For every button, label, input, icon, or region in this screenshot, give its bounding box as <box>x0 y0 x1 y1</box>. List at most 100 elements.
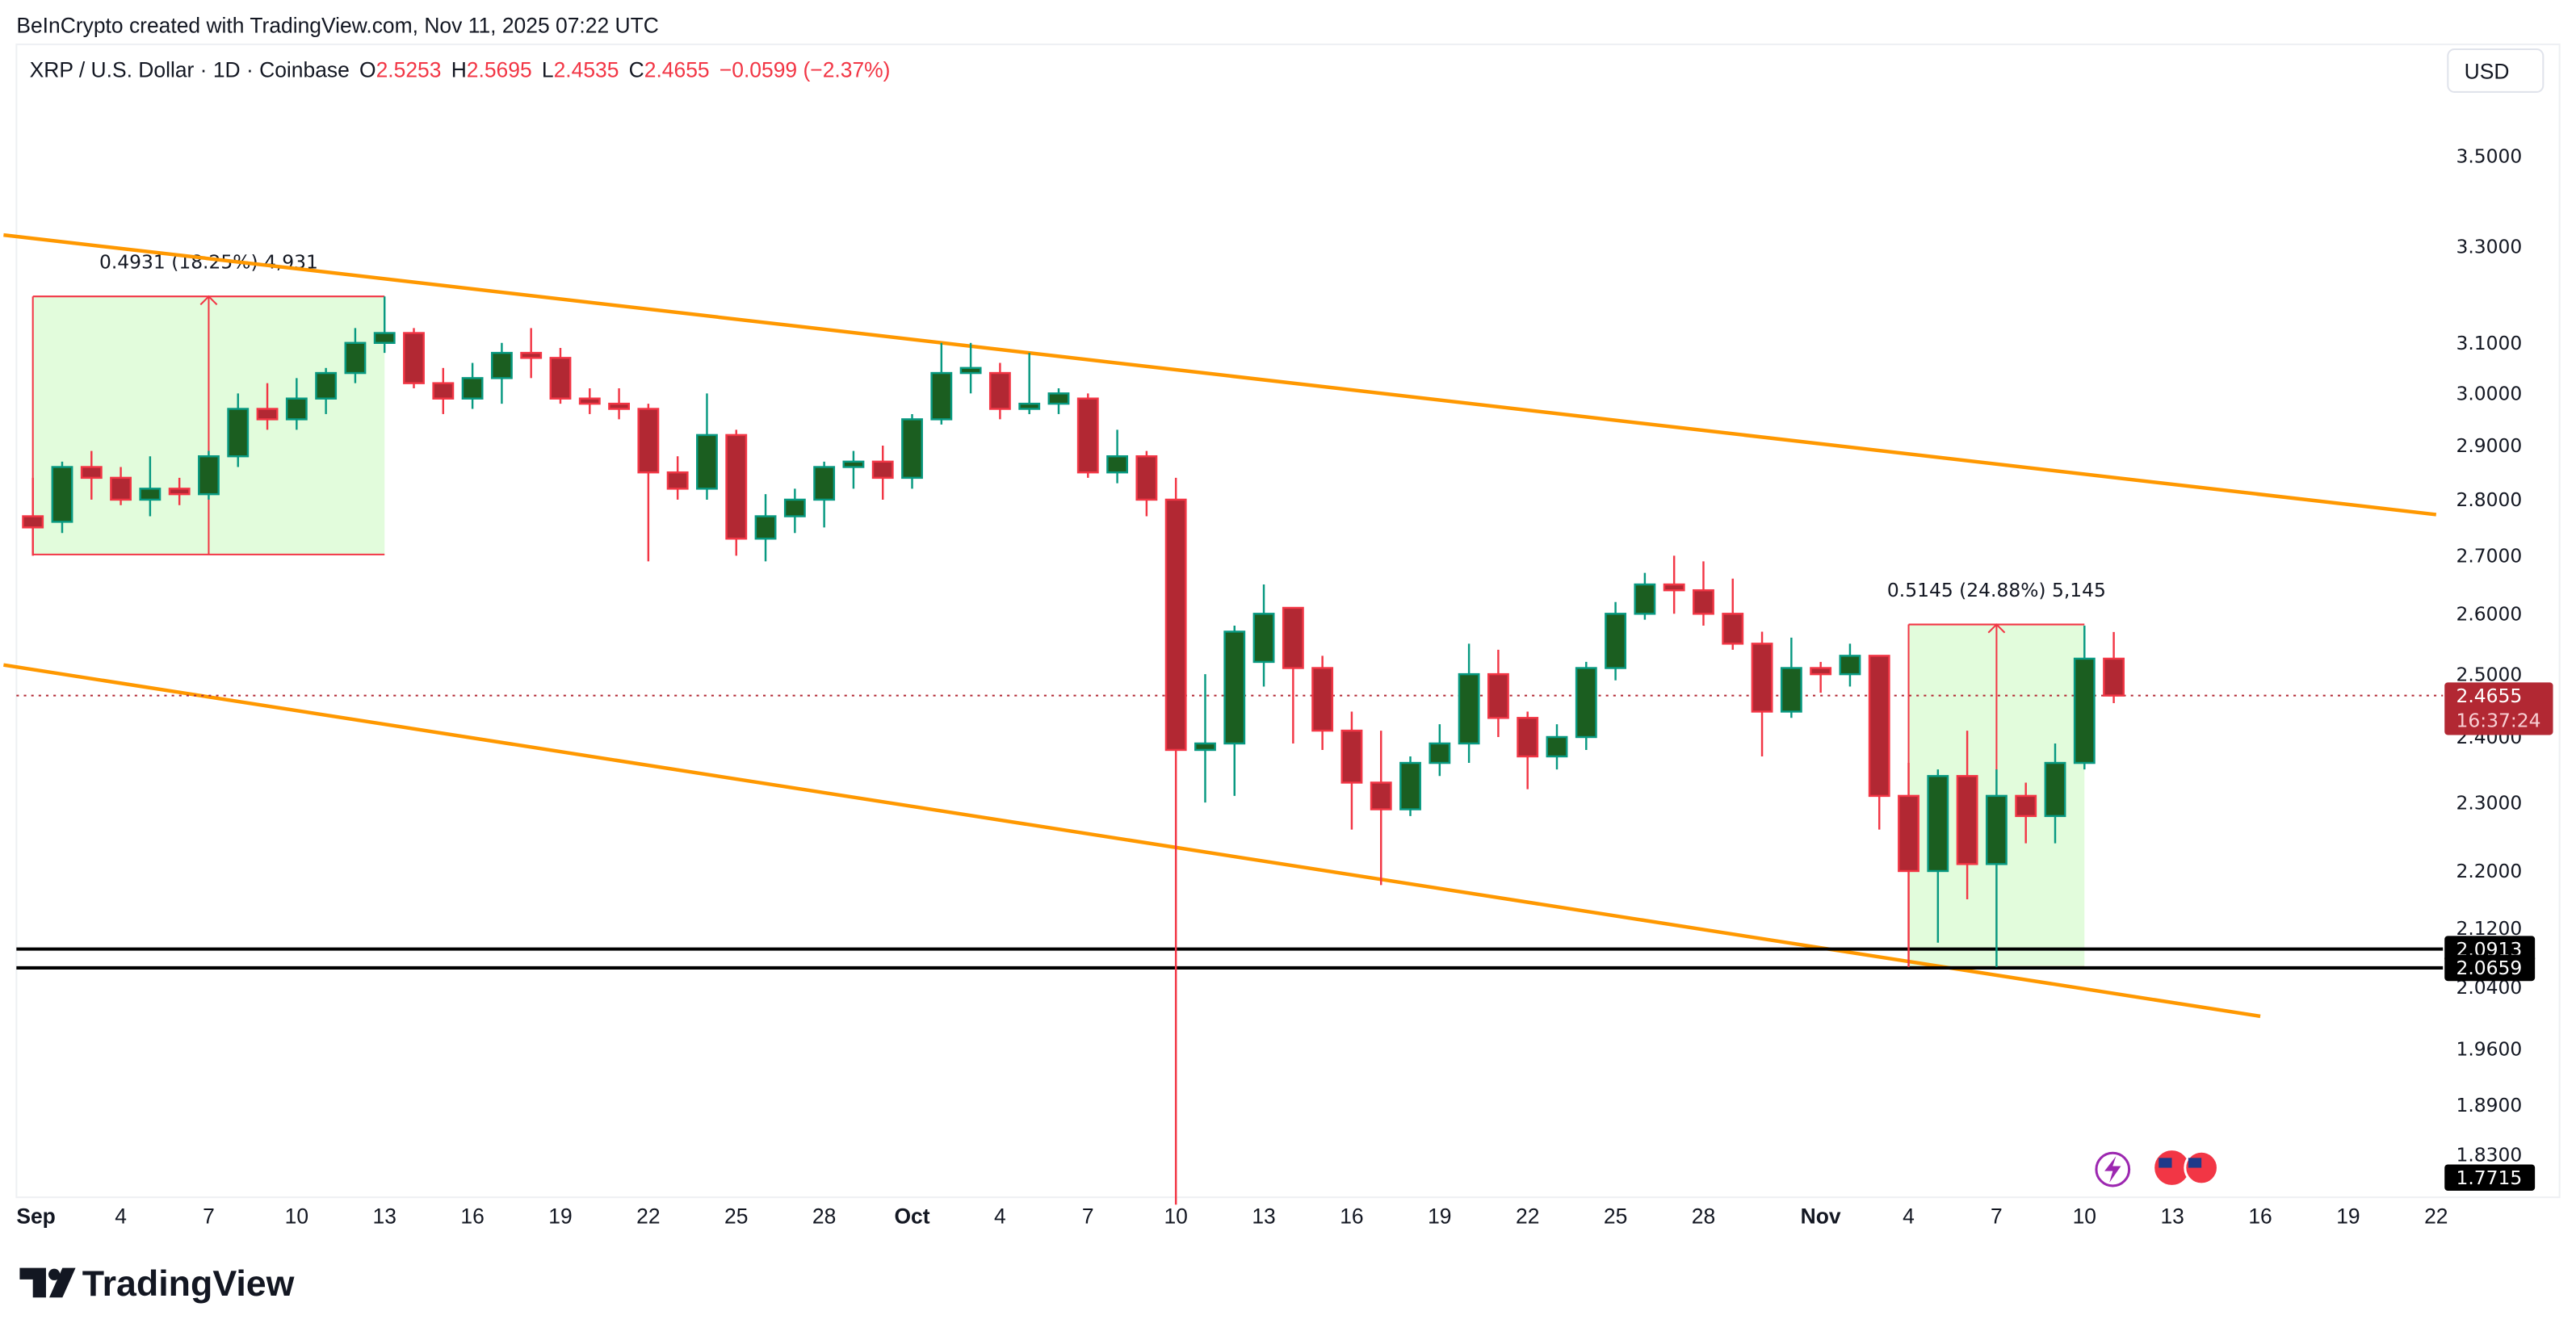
candle-down[interactable] <box>256 383 279 430</box>
time-tick-label: 28 <box>812 1204 836 1229</box>
candle-down[interactable] <box>1164 477 1187 1205</box>
candle-down[interactable] <box>1135 450 1158 517</box>
candle-up[interactable] <box>344 328 367 383</box>
candle-down[interactable] <box>1810 661 1832 693</box>
candle-up[interactable] <box>490 342 513 404</box>
candle-up[interactable] <box>930 342 953 425</box>
candle-up[interactable] <box>1252 584 1275 687</box>
candle-down[interactable] <box>168 477 191 505</box>
candle-up[interactable] <box>1018 353 1041 414</box>
candle-up[interactable] <box>1399 756 1421 816</box>
candle-down[interactable] <box>80 450 103 500</box>
candle-up[interactable] <box>783 488 806 534</box>
candle-body <box>637 408 660 474</box>
candle-body <box>344 341 367 375</box>
candle-down[interactable] <box>1340 711 1363 830</box>
candle-up[interactable] <box>315 367 338 414</box>
candle-down[interactable] <box>2015 782 2037 844</box>
candle-up[interactable] <box>1780 637 1802 718</box>
usd-button[interactable]: USD <box>2447 48 2545 93</box>
candle-down[interactable] <box>1693 561 1714 626</box>
candle-down[interactable] <box>432 367 455 414</box>
candle-down[interactable] <box>608 387 631 420</box>
candle-up[interactable] <box>373 296 396 354</box>
candle-down[interactable] <box>520 328 543 379</box>
candle-up[interactable] <box>198 450 220 500</box>
candle-up[interactable] <box>696 393 718 500</box>
price-axis[interactable]: 3.5000 3.3000 3.1000 3.0000 2.9000 2.8000 2.70… <box>2444 145 2553 1192</box>
candle-up[interactable] <box>842 450 865 489</box>
candle-up[interactable] <box>754 494 777 562</box>
time-tick-label: Sep <box>16 1204 55 1229</box>
candle-up[interactable] <box>2073 626 2096 770</box>
candle-down[interactable] <box>1663 555 1685 614</box>
candle-down[interactable] <box>871 446 894 500</box>
candle-up[interactable] <box>1839 643 1861 687</box>
candle-up[interactable] <box>959 342 982 394</box>
time-axis[interactable]: Sep 4 7 10 13 16 19 22 25 28 Oct 4 7 10 13 16 19 22 25 28 No… <box>16 1204 2448 1229</box>
time-tick-label: 22 <box>1516 1204 1539 1229</box>
candle-down[interactable] <box>22 477 44 556</box>
candle-body <box>1194 742 1216 752</box>
candle-body <box>842 460 865 468</box>
ohlc-legend: XRP / U.S. Dollar · 1D · Coinbase O2.5253… <box>30 58 891 82</box>
low-price-label: 1.7715 <box>2456 1167 2522 1189</box>
candle-up[interactable] <box>227 393 250 467</box>
candle-down[interactable] <box>1751 631 1773 756</box>
candle-up[interactable] <box>1546 724 1568 770</box>
candle-up[interactable] <box>1458 643 1480 764</box>
candle-up[interactable] <box>1106 429 1129 484</box>
candle-up[interactable] <box>1429 724 1451 777</box>
candle-down[interactable] <box>578 387 601 414</box>
candle-down[interactable] <box>1898 763 1919 967</box>
price-tick-label: 3.3000 <box>2456 236 2522 258</box>
channel-line[interactable] <box>3 232 2437 517</box>
candle-down[interactable] <box>637 404 660 562</box>
candle-body <box>1018 402 1041 410</box>
candle-down[interactable] <box>1487 649 1509 737</box>
price-tick-label: 3.1000 <box>2456 332 2522 354</box>
channel-line[interactable] <box>3 663 2261 1019</box>
candle-body <box>139 488 162 501</box>
candle-up[interactable] <box>1194 674 1216 803</box>
candle-down[interactable] <box>725 429 748 556</box>
candle-down[interactable] <box>1956 731 1978 899</box>
candle-up[interactable] <box>1927 769 1949 943</box>
candle-down[interactable] <box>403 328 425 388</box>
candle-up[interactable] <box>1575 661 1597 750</box>
candle-up[interactable] <box>139 456 162 517</box>
candle-down[interactable] <box>1282 606 1304 743</box>
candle-up[interactable] <box>1047 387 1070 414</box>
candle-up[interactable] <box>1223 626 1246 796</box>
candle-down[interactable] <box>666 456 689 500</box>
candle-down[interactable] <box>2103 631 2125 703</box>
candle-down[interactable] <box>1370 731 1392 886</box>
candle-up[interactable] <box>901 413 923 489</box>
candle-down[interactable] <box>1311 656 1334 750</box>
candle-body <box>110 476 132 501</box>
candle-up[interactable] <box>813 461 836 528</box>
candle-body <box>1663 583 1685 592</box>
time-tick-label: 25 <box>1604 1204 1627 1229</box>
candle-down[interactable] <box>1076 393 1099 478</box>
candle-down[interactable] <box>1868 655 1890 830</box>
candle-up[interactable] <box>1605 601 1627 681</box>
candle-down[interactable] <box>1517 711 1539 790</box>
brand-name: TradingView <box>82 1263 295 1304</box>
candle-up[interactable] <box>461 362 484 409</box>
candle-down[interactable] <box>549 347 572 404</box>
candle-up[interactable] <box>285 378 308 430</box>
candle-down[interactable] <box>988 362 1011 420</box>
candle-down[interactable] <box>110 467 132 505</box>
candle-body <box>1487 672 1509 719</box>
candle-body <box>1135 454 1158 501</box>
candle-up[interactable] <box>2044 743 2066 844</box>
candle-up[interactable] <box>51 461 73 534</box>
candle-body <box>1868 655 1890 798</box>
candle-up[interactable] <box>1985 769 2008 967</box>
candle-up[interactable] <box>1634 572 1656 620</box>
candle-body <box>959 367 982 375</box>
arrow-head-icon <box>1987 623 2006 634</box>
candle-down[interactable] <box>1722 578 1744 650</box>
